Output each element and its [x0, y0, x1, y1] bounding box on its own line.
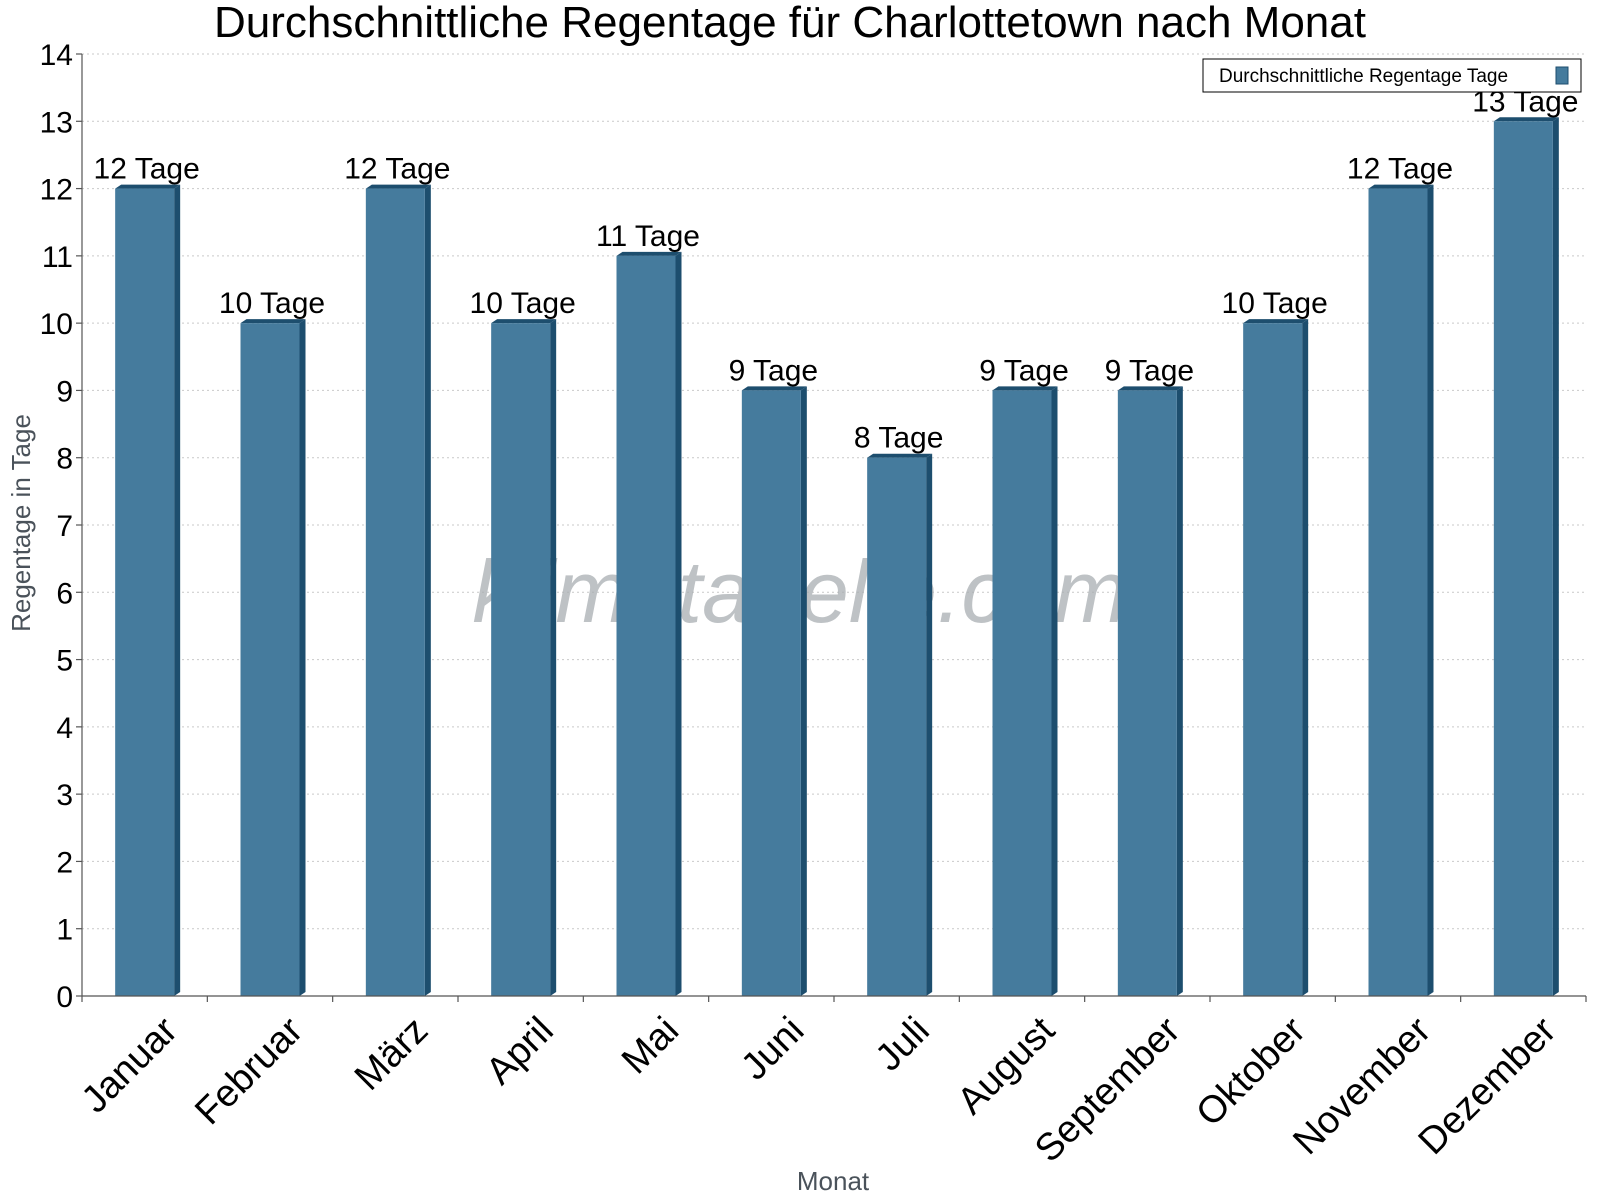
bar-side — [550, 319, 557, 997]
bar — [867, 457, 927, 996]
y-tick-label: 12 — [40, 174, 73, 207]
legend-swatch — [1555, 66, 1569, 85]
y-tick-label: 7 — [56, 510, 73, 543]
bar-side — [926, 453, 933, 996]
legend: Durchschnittliche Regentage Tage — [1202, 58, 1582, 93]
bar-top — [741, 386, 807, 391]
bar-side — [1176, 386, 1183, 996]
bar-side — [675, 251, 682, 996]
bar-side — [424, 184, 431, 997]
bar — [1243, 323, 1303, 997]
y-tick-label: 8 — [56, 443, 73, 476]
bar-value-label: 12 Tage — [1347, 153, 1453, 186]
x-tick-label: Januar — [74, 1009, 186, 1121]
y-tick-label: 11 — [42, 241, 73, 274]
y-tick-label: 9 — [56, 375, 73, 408]
bar — [1368, 188, 1428, 997]
bar-value-label: 8 Tage — [854, 422, 944, 455]
bar-top — [867, 453, 933, 458]
bar — [115, 188, 175, 997]
bar-side — [1552, 117, 1559, 997]
bar-side — [1302, 319, 1309, 997]
y-tick-label: 14 — [40, 39, 73, 72]
x-tick-label: April — [478, 1009, 561, 1092]
bar-value-label: 12 Tage — [94, 153, 200, 186]
x-tick-label: Mai — [614, 1009, 687, 1082]
bar — [1117, 390, 1177, 996]
bar-side — [800, 386, 807, 996]
x-axis-label: Monat — [797, 1166, 870, 1196]
bar — [240, 323, 300, 997]
bar-top — [992, 386, 1058, 391]
bar-value-label: 10 Tage — [219, 287, 325, 320]
data-labels: 12 Tage 10 Tage 12 Tage 10 Tage 11 Tage 9 Tag… — [94, 85, 1579, 454]
y-tick-label: 2 — [56, 846, 73, 879]
x-tick-label: Juli — [868, 1009, 938, 1079]
bar-top — [1368, 184, 1434, 189]
bar-value-label: 12 Tage — [344, 153, 450, 186]
bar-top — [115, 184, 181, 189]
gridlines — [82, 53, 1586, 930]
bar-value-label: 9 Tage — [979, 354, 1069, 387]
bar-top — [365, 184, 431, 189]
bar-side — [174, 184, 181, 997]
y-tick-label: 1 — [56, 914, 73, 947]
y-axis-label: Regentage in Tage — [6, 414, 36, 632]
bar — [992, 390, 1052, 996]
bar-top — [1243, 319, 1309, 324]
y-tick-label: 3 — [56, 779, 73, 812]
legend-label: Durchschnittliche Regentage Tage — [1219, 66, 1508, 87]
bar — [1493, 121, 1553, 997]
bar-value-label: 10 Tage — [1222, 287, 1328, 320]
bar-side — [299, 319, 306, 997]
x-tick-label: August — [950, 1009, 1064, 1123]
bar-top — [616, 251, 682, 256]
x-tick-label: Dezember — [1411, 1009, 1565, 1163]
x-tick-label: Juni — [733, 1009, 812, 1088]
y-tick-label: 4 — [56, 712, 73, 745]
bar — [616, 255, 676, 996]
x-tick-label: Februar — [187, 1009, 311, 1133]
x-tick-label: März — [347, 1009, 436, 1098]
y-tick-label: 0 — [56, 981, 73, 1014]
bar-top — [1117, 386, 1183, 391]
bar-top — [491, 319, 557, 324]
y-tick-label: 13 — [40, 106, 73, 139]
bar — [365, 188, 425, 997]
chart-title: Durchschnittliche Regentage für Charlott… — [214, 0, 1366, 47]
bar — [491, 323, 551, 997]
bar-side — [1051, 386, 1058, 996]
y-tick-label: 6 — [56, 577, 73, 610]
bars — [115, 117, 1559, 997]
bar-side — [1427, 184, 1434, 997]
bar — [741, 390, 801, 996]
bar-value-label: 11 Tage — [596, 220, 700, 253]
bar-top — [240, 319, 306, 324]
y-tick-label: 5 — [56, 645, 73, 678]
bar-value-label: 9 Tage — [1105, 354, 1195, 387]
x-tick-label: Oktober — [1188, 1009, 1314, 1135]
y-tick-label: 10 — [40, 308, 73, 341]
bar-value-label: 10 Tage — [470, 287, 576, 320]
bar-value-label: 9 Tage — [729, 354, 819, 387]
bar-top — [1493, 117, 1559, 122]
legend-box — [1202, 58, 1582, 93]
